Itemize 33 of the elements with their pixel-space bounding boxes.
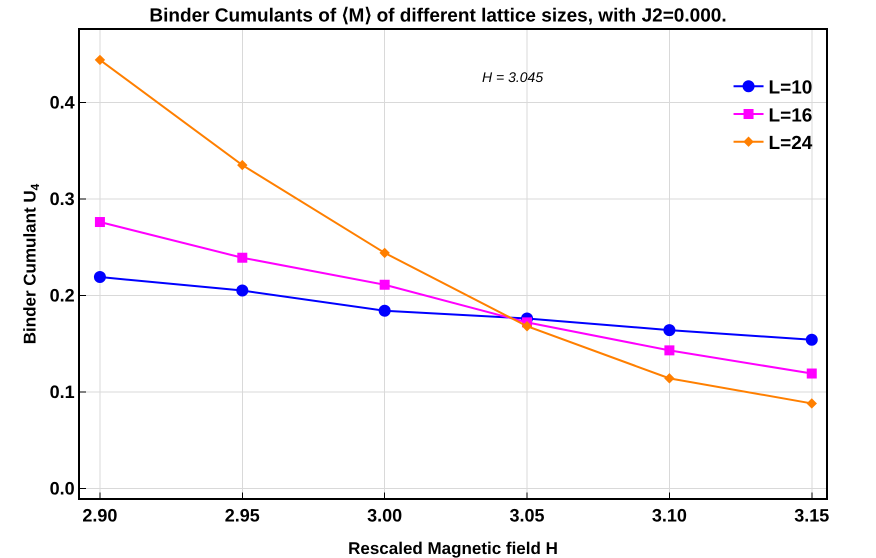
y-tick-label: 0.2	[50, 286, 75, 306]
point	[94, 271, 106, 284]
y-tick-label: 0.3	[50, 189, 75, 210]
point	[806, 398, 817, 409]
x-tick-label: 3.05	[510, 505, 545, 526]
annotation: H = 3.045	[482, 69, 544, 85]
y-tick-label: 0.0	[50, 478, 75, 499]
x-axis-title: Rescaled Magnetic field H	[348, 539, 558, 558]
legend-label: L=10	[768, 78, 812, 99]
x-tick-label: 3.15	[794, 505, 830, 526]
x-tick-label: 3.10	[652, 505, 687, 526]
x-tick-label: 3.00	[367, 505, 402, 526]
y-tick-label: 0.1	[50, 382, 75, 402]
point	[806, 368, 817, 379]
point	[664, 345, 674, 356]
point	[522, 321, 532, 332]
point	[663, 324, 676, 336]
point	[94, 54, 106, 66]
point	[380, 280, 390, 290]
legend-label: L=24	[768, 133, 813, 154]
point	[237, 160, 248, 170]
point	[236, 284, 248, 297]
point	[94, 217, 105, 228]
x-tick-label: 2.95	[224, 505, 260, 526]
point	[378, 304, 391, 317]
chart-title: Binder Cumulants of ⟨M⟩ of different lattice sizes, with J2=0.000.	[149, 6, 727, 27]
point	[806, 334, 818, 346]
legend-label: L=16	[768, 105, 812, 126]
point	[237, 252, 248, 263]
point	[379, 248, 390, 258]
point	[664, 373, 675, 384]
x-tick-label: 2.90	[82, 505, 118, 526]
y-tick-label: 0.4	[50, 92, 75, 113]
